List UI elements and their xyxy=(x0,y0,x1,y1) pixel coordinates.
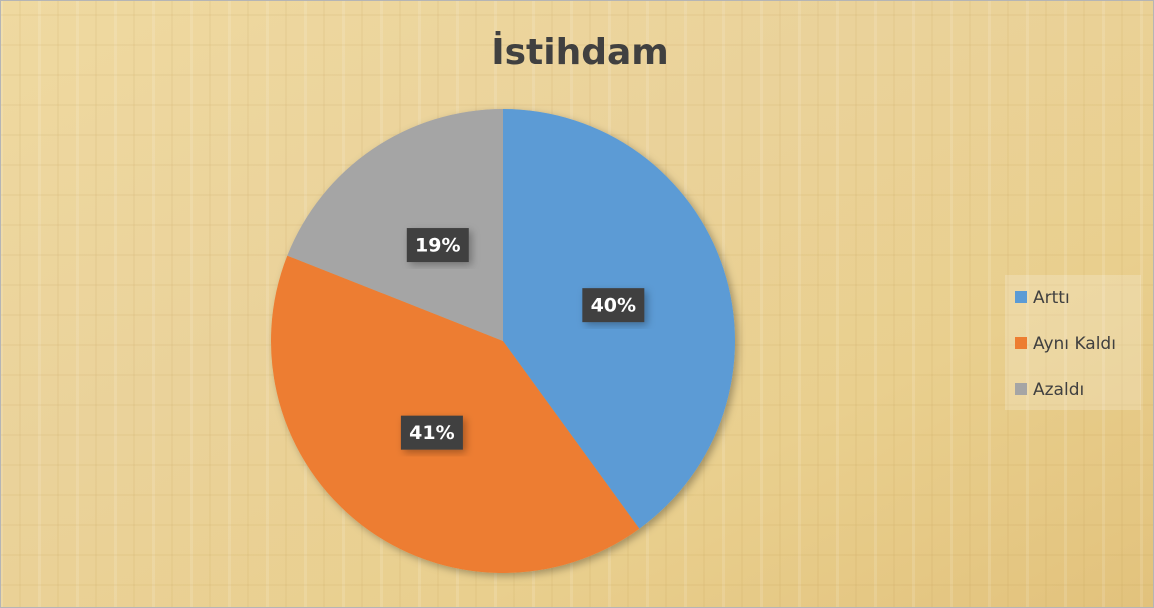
legend-swatch xyxy=(1015,291,1027,303)
legend-box xyxy=(1005,275,1141,410)
data-label-box xyxy=(582,288,645,323)
legend-swatch xyxy=(1015,337,1027,349)
data-label-box xyxy=(400,415,463,450)
legend-label: Azaldı xyxy=(1033,380,1084,400)
legend-swatch xyxy=(1015,383,1027,395)
data-label: 40% xyxy=(591,295,636,317)
data-label: 19% xyxy=(415,235,460,257)
chart-title: İstihdam xyxy=(491,31,669,73)
pie-slice xyxy=(271,255,640,573)
data-label: 41% xyxy=(409,422,454,444)
pie xyxy=(271,109,735,573)
pie-slice xyxy=(287,109,503,341)
data-label-box xyxy=(406,228,469,263)
legend-label: Aynı Kaldı xyxy=(1033,334,1116,354)
legend-label: Arttı xyxy=(1033,288,1070,308)
